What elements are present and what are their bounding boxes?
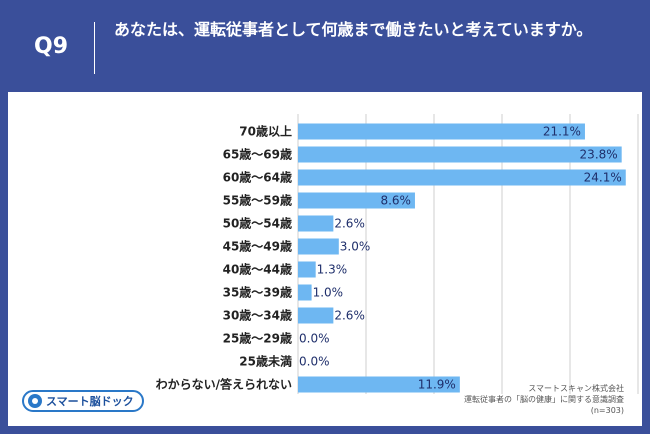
category-label: 30歳〜34歳 — [223, 308, 292, 323]
value-label: 2.6% — [334, 309, 365, 323]
bar — [298, 123, 585, 140]
category-label: 55歳〜59歳 — [223, 193, 292, 208]
category-label: 60歳〜64歳 — [223, 170, 292, 185]
header-divider — [94, 22, 95, 74]
value-label: 1.0% — [313, 286, 344, 300]
value-label: 2.6% — [334, 217, 365, 231]
value-label: 11.9% — [418, 378, 456, 392]
question-text: あなたは、運転従事者として何歳まで働きたいと考えていますか。 — [114, 20, 593, 39]
category-label: 65歳〜69歳 — [223, 147, 292, 162]
logo-icon — [28, 394, 42, 408]
category-label: 50歳〜54歳 — [223, 216, 292, 231]
value-label: 1.3% — [317, 263, 348, 277]
bar — [298, 215, 334, 232]
source-sample-size: (n=303) — [590, 406, 624, 415]
value-label: 3.0% — [340, 240, 371, 254]
bar — [298, 261, 316, 278]
category-label: 25歳未満 — [239, 354, 292, 369]
category-label: 35歳〜39歳 — [223, 285, 292, 300]
smart-brain-dock-logo: スマート脳ドック — [22, 390, 144, 412]
bar — [298, 169, 626, 186]
bar — [298, 284, 312, 301]
logo-text: スマート脳ドック — [46, 395, 134, 408]
bar — [298, 146, 622, 163]
chart-panel: 70歳以上 21.1% 65歳〜69歳 23.8% 60歳〜64歳 24.1% 55歳〜59… — [8, 92, 642, 426]
bar — [298, 376, 460, 393]
category-label: 45歳〜49歳 — [223, 239, 292, 254]
category-label: 40歳〜44歳 — [223, 262, 292, 277]
bar — [298, 238, 339, 255]
source-survey: 運転従事者の「脳の健康」に関する意識調査 — [464, 395, 624, 404]
bar — [298, 192, 415, 209]
bar — [298, 307, 334, 324]
bar-chart: 70歳以上 21.1% 65歳〜69歳 23.8% 60歳〜64歳 24.1% 55歳〜59… — [156, 114, 639, 394]
value-label: 8.6% — [380, 194, 411, 208]
question-number: Q9 — [34, 34, 69, 59]
source-company: スマートスキャン株式会社 — [528, 384, 624, 393]
value-label: 23.8% — [580, 148, 618, 162]
category-label: 25歳〜29歳 — [223, 331, 292, 346]
value-label: 24.1% — [584, 171, 622, 185]
source-note: スマートスキャン株式会社 運転従事者の「脳の健康」に関する意識調査 (n=303… — [464, 383, 624, 416]
header: Q9 あなたは、運転従事者として何歳まで働きたいと考えていますか。 — [0, 0, 650, 92]
value-label: 0.0% — [299, 332, 330, 346]
value-label: 0.0% — [299, 355, 330, 369]
category-label: 70歳以上 — [239, 124, 292, 139]
value-label: 21.1% — [543, 125, 581, 139]
category-label: わからない/答えられない — [156, 377, 292, 392]
